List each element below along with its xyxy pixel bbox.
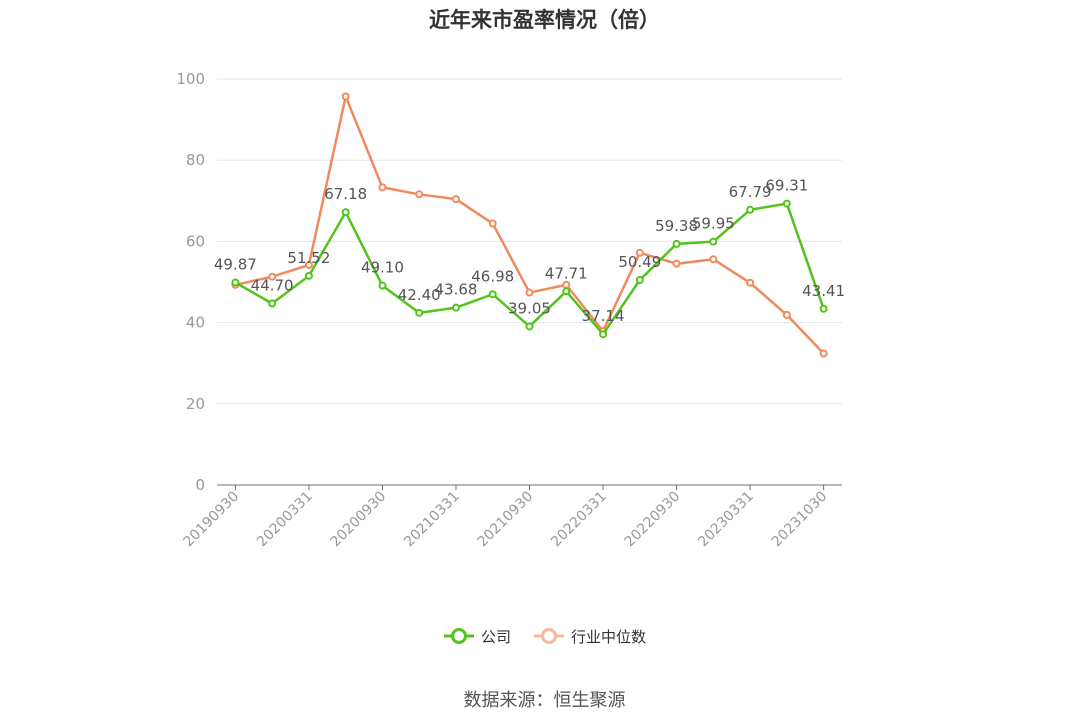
data-point-company[interactable] [268, 299, 277, 308]
x-tick-label: 20231030 [769, 489, 831, 551]
data-point-industry-median[interactable] [268, 272, 277, 281]
data-label-company: 49.10 [361, 259, 404, 277]
grid-lines [217, 78, 842, 405]
data-point-company[interactable] [672, 239, 681, 248]
data-point-company[interactable] [231, 278, 240, 287]
data-point-industry-median[interactable] [415, 190, 424, 199]
data-point-company[interactable] [415, 308, 424, 317]
data-label-company: 49.87 [214, 256, 257, 274]
data-point-industry-median[interactable] [451, 195, 460, 204]
data-label-company: 67.79 [729, 183, 772, 201]
data-point-company[interactable] [746, 205, 755, 214]
data-labels: 49.87 44.70 51.52 67.18 49.10 42.4043.6846.98… [214, 177, 845, 326]
data-point-company[interactable] [341, 208, 350, 217]
data-label-company: 43.41 [802, 282, 845, 300]
data-point-company[interactable] [782, 199, 791, 208]
data-label-company: 46.98 [471, 267, 514, 285]
data-point-industry-median[interactable] [378, 183, 387, 192]
y-tick-label: 0 [195, 476, 205, 494]
y-axis-ticks: 0 20 40 60 80 100 [176, 70, 205, 494]
legend-marker-company [443, 628, 474, 644]
data-label-company: 43.68 [434, 281, 477, 299]
x-tick-label: 20200331 [254, 489, 316, 551]
x-tick-label: 20220930 [622, 489, 684, 551]
data-point-company[interactable] [562, 287, 571, 296]
data-label-company: 37.14 [582, 307, 625, 325]
y-tick-label: 40 [186, 314, 205, 332]
data-label-company: 59.95 [692, 215, 735, 233]
data-label-company: 69.31 [765, 177, 808, 195]
x-axis: 20190930 20200331 20200930 20210331 20210930… [181, 484, 842, 551]
data-point-industry-median[interactable] [672, 259, 681, 268]
data-point-company[interactable] [378, 281, 387, 290]
y-tick-label: 80 [186, 151, 205, 169]
x-tick-label: 20210930 [475, 489, 537, 551]
data-label-company: 47.71 [545, 264, 588, 282]
x-tick-label: 20210331 [401, 489, 463, 551]
data-point-industry-median[interactable] [709, 255, 718, 264]
y-tick-label: 100 [176, 70, 205, 88]
legend-label-industry-median: 行业中位数 [571, 627, 647, 646]
data-point-industry-median[interactable] [782, 310, 791, 319]
data-point-company[interactable] [709, 237, 718, 246]
data-label-company: 39.05 [508, 299, 551, 317]
y-tick-label: 20 [186, 395, 205, 413]
legend: 公司 行业中位数 [0, 624, 1089, 648]
data-label-company: 51.52 [287, 249, 330, 267]
data-point-industry-median[interactable] [562, 280, 571, 289]
data-point-industry-median[interactable] [488, 219, 497, 228]
data-point-industry-median[interactable] [635, 248, 644, 257]
x-tick-label: 20190930 [181, 489, 243, 551]
legend-marker-industry-median [534, 628, 564, 644]
x-tick-label: 20200930 [328, 489, 390, 551]
data-source: 数据来源：恒生聚源 [463, 690, 626, 711]
legend-label-company: 公司 [480, 627, 511, 646]
data-label-company: 67.18 [324, 185, 367, 203]
data-point-company[interactable] [451, 303, 460, 312]
x-tick-label: 20220331 [548, 489, 610, 551]
chart-title: 近年来市盈率情况（倍） [429, 8, 660, 32]
legend-item-company[interactable]: 公司 [443, 626, 511, 647]
data-point-industry-median[interactable] [304, 260, 313, 269]
data-point-industry-median[interactable] [819, 349, 828, 358]
legend-item-industry-median[interactable]: 行业中位数 [533, 626, 646, 647]
data-point-company[interactable] [488, 290, 497, 299]
data-point-company[interactable] [304, 271, 313, 280]
data-point-company[interactable] [599, 330, 608, 339]
data-point-company[interactable] [635, 276, 644, 285]
data-point-company[interactable] [525, 322, 534, 331]
data-label-company: 59.38 [655, 217, 698, 235]
data-label-company: 44.70 [251, 277, 294, 295]
series-group [231, 92, 828, 358]
data-point-industry-median[interactable] [341, 92, 350, 101]
x-tick-label: 20230331 [695, 489, 757, 551]
data-point-industry-median[interactable] [746, 278, 755, 287]
data-label-company: 50.49 [618, 253, 661, 271]
data-point-company[interactable] [819, 304, 828, 313]
data-label-company: 42.40 [398, 286, 441, 304]
y-tick-label: 60 [186, 232, 205, 250]
data-point-industry-median[interactable] [525, 288, 534, 297]
